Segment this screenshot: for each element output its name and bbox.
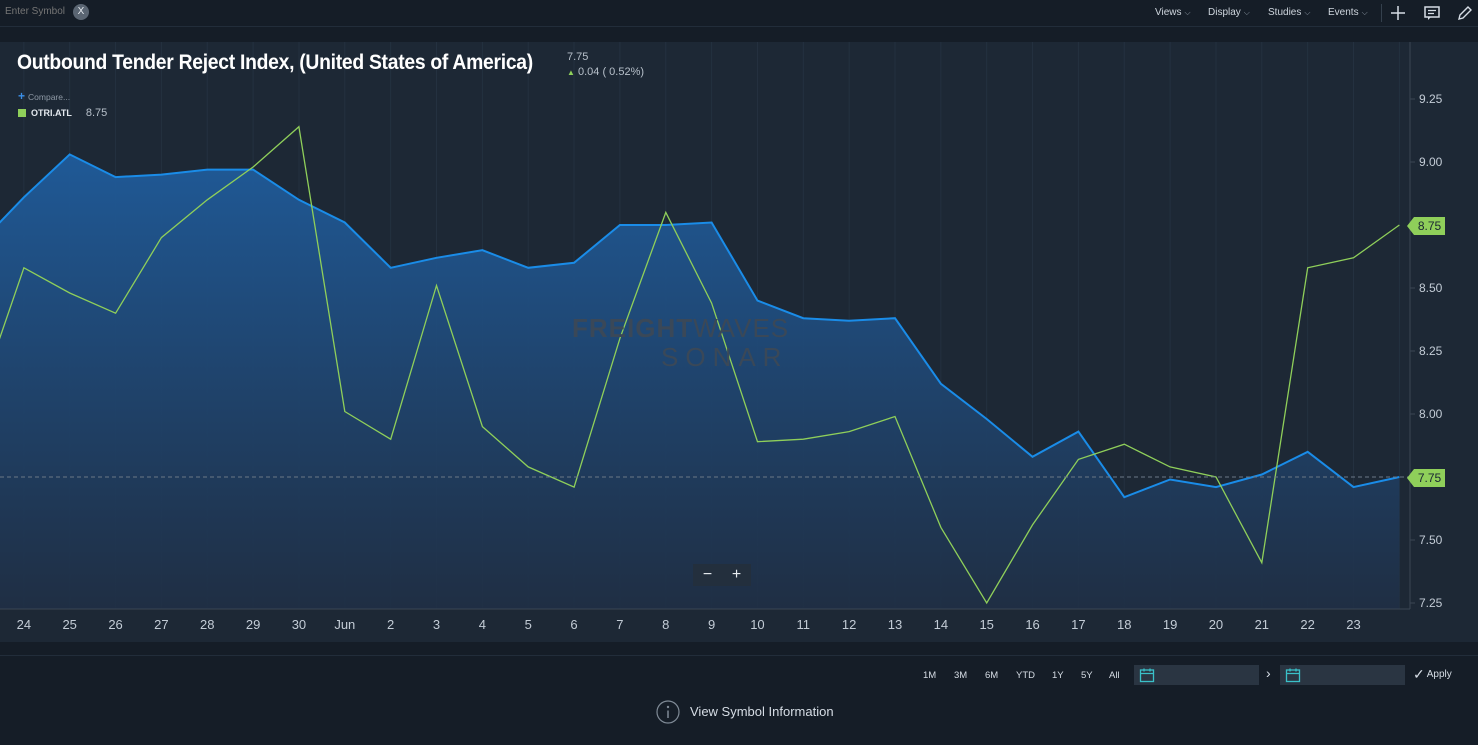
x-tick-label: 27	[154, 617, 168, 632]
watermark-logo: FREIGHTWAVES	[572, 313, 789, 344]
x-tick-label: 4	[479, 617, 486, 632]
x-tick-label: 25	[62, 617, 76, 632]
compare-last-value-badge: 8.75	[1407, 217, 1445, 235]
x-tick-label: 17	[1071, 617, 1085, 632]
range-all-button[interactable]: All	[1109, 670, 1120, 681]
plus-icon: +	[18, 89, 26, 103]
calendar-icon[interactable]	[1139, 667, 1155, 683]
apply-button[interactable]: ✓ Apply	[1413, 666, 1452, 683]
compare-label: Compare...	[28, 92, 71, 102]
x-tick-label: 8	[662, 617, 669, 632]
change-text: 0.04 ( 0.52%)	[577, 66, 645, 78]
compare-button[interactable]: + Compare...	[18, 89, 70, 103]
watermark-bold: FREIGHT	[572, 313, 694, 343]
studies-menu[interactable]: Studies ⌵	[1268, 7, 1310, 18]
info-icon[interactable]	[656, 700, 680, 724]
events-menu-label: Events	[1328, 7, 1359, 18]
y-tick-label: 8.00	[1419, 407, 1443, 421]
range-ytd-button[interactable]: YTD	[1016, 670, 1035, 681]
x-tick-label: 2	[387, 617, 394, 632]
display-menu-label: Display	[1208, 7, 1241, 18]
symbol-search-input[interactable]	[5, 6, 75, 17]
apply-label: Apply	[1426, 669, 1452, 680]
x-tick-label: 6	[570, 617, 577, 632]
x-tick-label: 16	[1025, 617, 1039, 632]
x-tick-label: 5	[525, 617, 532, 632]
change-value: ▲ 0.04 ( 0.52%)	[567, 66, 644, 78]
legend-value: 8.75	[85, 107, 108, 119]
range-6m-button[interactable]: 6M	[985, 670, 999, 681]
comment-icon[interactable]	[1423, 4, 1441, 22]
chart-title: Outbound Tender Reject Index, (United St…	[17, 51, 533, 74]
range-1y-button[interactable]: 1Y	[1052, 670, 1064, 681]
x-tick-label: 7	[616, 617, 623, 632]
start-date-field[interactable]	[1134, 665, 1259, 685]
zoom-in-button[interactable]: +	[731, 566, 742, 583]
x-tick-label: 9	[708, 617, 715, 632]
x-tick-label: 19	[1163, 617, 1177, 632]
x-tick-label: 23	[1346, 617, 1360, 632]
x-tick-label: 20	[1209, 617, 1223, 632]
x-tick-label: Jun	[334, 617, 355, 632]
y-tick-label: 7.25	[1419, 596, 1443, 610]
chevron-down-icon: ⌵	[1304, 8, 1311, 17]
zoom-out-button[interactable]: −	[702, 566, 713, 583]
legend-item-otri-atl[interactable]: OTRI.ATL 8.75	[18, 107, 107, 119]
main-last-value-badge: 7.75	[1407, 469, 1445, 487]
main-series-area	[0, 154, 1400, 609]
check-circle-icon: ✓	[1413, 666, 1425, 682]
range-3m-button[interactable]: 3M	[954, 670, 968, 681]
x-tick-label: 28	[200, 617, 214, 632]
price-chart[interactable]: 9.259.008.758.508.258.007.757.507.25 242…	[0, 0, 1478, 642]
x-tick-label: 13	[888, 617, 902, 632]
end-date-field[interactable]	[1280, 665, 1405, 685]
y-tick-label: 8.25	[1419, 344, 1443, 358]
y-tick-label: 9.00	[1419, 155, 1443, 169]
watermark-thin: WAVES	[693, 313, 790, 343]
range-5y-button[interactable]: 5Y	[1081, 670, 1093, 681]
x-tick-label: 3	[433, 617, 440, 632]
y-tick-label: 7.50	[1419, 533, 1443, 547]
compare-series-line[interactable]	[0, 125, 1400, 605]
legend-symbol: OTRI.ATL	[31, 108, 72, 118]
legend-swatch	[18, 109, 26, 117]
date-range-arrow: ›	[1266, 665, 1271, 681]
x-tick-label: 24	[17, 617, 31, 632]
add-icon[interactable]	[1389, 4, 1407, 22]
views-menu-label: Views	[1155, 7, 1182, 18]
x-tick-label: 21	[1255, 617, 1269, 632]
display-menu[interactable]: Display ⌵	[1208, 7, 1250, 18]
views-menu[interactable]: Views ⌵	[1155, 7, 1191, 18]
chevron-down-icon: ⌵	[1243, 8, 1250, 17]
up-arrow-icon: ▲	[567, 68, 575, 77]
pencil-icon[interactable]	[1456, 4, 1474, 22]
x-tick-label: 29	[246, 617, 260, 632]
x-tick-label: 30	[292, 617, 306, 632]
view-symbol-information-link[interactable]: View Symbol Information	[690, 704, 834, 719]
y-tick-label: 8.50	[1419, 281, 1443, 295]
y-tick-label: 9.25	[1419, 92, 1443, 106]
zoom-controls: − +	[693, 564, 751, 586]
chevron-down-icon: ⌵	[1184, 8, 1191, 17]
range-1m-button[interactable]: 1M	[923, 670, 937, 681]
studies-menu-label: Studies	[1268, 7, 1302, 18]
x-tick-label: 22	[1300, 617, 1314, 632]
watermark-sonar: SONAR	[661, 342, 789, 372]
toolbar-divider	[1381, 4, 1382, 22]
x-tick-label: 18	[1117, 617, 1131, 632]
x-tick-label: 26	[108, 617, 122, 632]
main-series-line[interactable]	[0, 153, 1400, 499]
x-tick-label: 10	[750, 617, 764, 632]
x-tick-label: 12	[842, 617, 856, 632]
x-tick-label: 11	[797, 617, 811, 632]
x-tick-label: 14	[934, 617, 948, 632]
top-toolbar: X Views⌵ Display⌵ Studies⌵ Events⌵	[0, 0, 1478, 27]
events-menu[interactable]: Events ⌵	[1328, 7, 1368, 18]
calendar-icon[interactable]	[1285, 667, 1301, 683]
x-tick-label: 15	[979, 617, 993, 632]
clear-symbol-button[interactable]: X	[73, 4, 89, 20]
last-value: 7.75	[567, 51, 589, 63]
chevron-down-icon: ⌵	[1361, 8, 1368, 17]
